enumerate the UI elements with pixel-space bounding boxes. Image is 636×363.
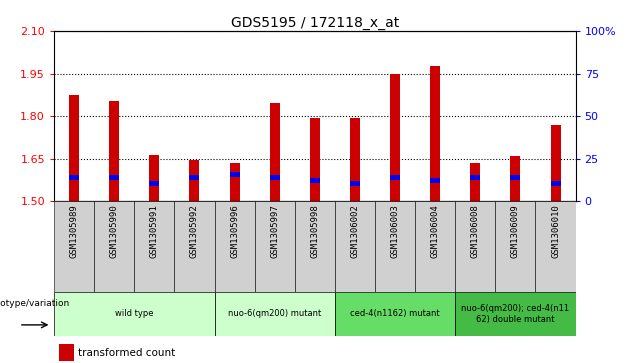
Bar (390, 175, 400, 180)
Bar (214, 201, 254, 292)
Text: GSM1306008: GSM1306008 (471, 204, 480, 258)
Bar (54, 201, 94, 292)
Bar (214, 292, 335, 336)
Text: wild type: wild type (115, 310, 153, 318)
Text: nuo-6(qm200) mutant: nuo-6(qm200) mutant (228, 310, 321, 318)
Bar (470, 175, 480, 180)
Title: GDS5195 / 172118_x_at: GDS5195 / 172118_x_at (231, 16, 399, 30)
Text: ced-4(n1162) mutant: ced-4(n1162) mutant (350, 310, 440, 318)
Bar (134, 201, 174, 292)
Text: nuo-6(qm200); ced-4(n11
62) double mutant: nuo-6(qm200); ced-4(n11 62) double mutan… (461, 304, 569, 324)
Text: GSM1305990: GSM1305990 (110, 204, 119, 258)
Bar (511, 175, 520, 180)
Bar (335, 201, 375, 292)
Bar (430, 66, 440, 201)
Bar (54, 292, 214, 336)
Text: genotype/variation: genotype/variation (0, 299, 70, 307)
Text: GSM1306004: GSM1306004 (431, 204, 439, 258)
Text: GSM1305998: GSM1305998 (310, 204, 319, 258)
Bar (190, 160, 200, 201)
Bar (149, 155, 160, 201)
Text: GSM1306010: GSM1306010 (551, 204, 560, 258)
Bar (294, 201, 335, 292)
Text: GSM1306009: GSM1306009 (511, 204, 520, 258)
Bar (270, 175, 280, 180)
Bar (430, 178, 440, 183)
Bar (470, 163, 480, 201)
Bar (551, 181, 560, 186)
Bar (149, 181, 160, 186)
Bar (69, 175, 79, 180)
Bar (495, 201, 536, 292)
Bar (310, 178, 320, 183)
Text: GSM1305989: GSM1305989 (69, 204, 79, 258)
Text: GSM1306003: GSM1306003 (391, 204, 399, 258)
Text: GSM1305991: GSM1305991 (150, 204, 159, 258)
Bar (335, 292, 455, 336)
Bar (350, 181, 360, 186)
Text: GSM1306002: GSM1306002 (350, 204, 359, 258)
Bar (455, 292, 576, 336)
Text: GSM1305997: GSM1305997 (270, 204, 279, 258)
Bar (310, 118, 320, 201)
Bar (69, 95, 79, 201)
Bar (109, 175, 120, 180)
Bar (230, 172, 240, 177)
Bar (375, 201, 415, 292)
Text: transformed count: transformed count (78, 348, 175, 358)
Bar (109, 101, 120, 201)
Bar (350, 118, 360, 201)
Bar (190, 175, 200, 180)
Bar (455, 201, 495, 292)
Text: GSM1305996: GSM1305996 (230, 204, 239, 258)
Bar (59, 344, 74, 360)
Bar (230, 163, 240, 201)
Bar (511, 156, 520, 201)
Text: GSM1305992: GSM1305992 (190, 204, 199, 258)
Bar (390, 74, 400, 201)
Bar (254, 201, 294, 292)
Bar (174, 201, 214, 292)
Bar (94, 201, 134, 292)
Bar (536, 201, 576, 292)
Bar (415, 201, 455, 292)
Bar (551, 125, 560, 201)
Bar (270, 103, 280, 201)
